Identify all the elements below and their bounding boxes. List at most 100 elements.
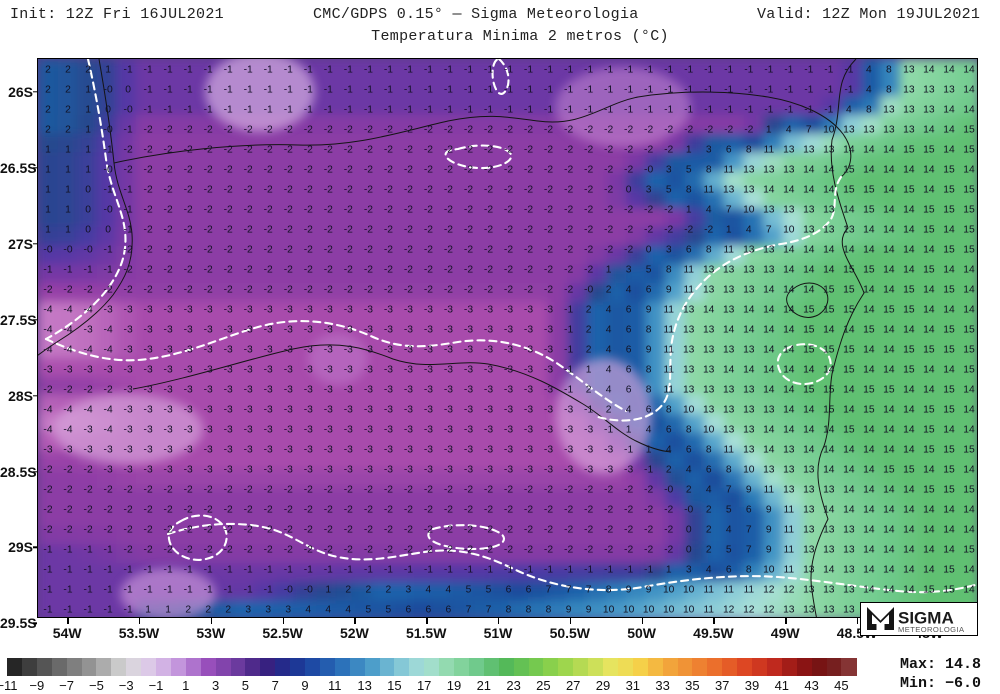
svg-text:-3: -3 (204, 305, 213, 316)
svg-text:-0: -0 (644, 165, 653, 176)
svg-text:14: 14 (783, 385, 795, 396)
svg-text:1: 1 (45, 165, 51, 176)
svg-text:-2: -2 (564, 485, 573, 496)
svg-text:-3: -3 (264, 425, 273, 436)
svg-text:14: 14 (963, 425, 975, 436)
svg-text:-3: -3 (184, 445, 193, 456)
svg-text:-1: -1 (204, 585, 213, 596)
svg-text:-2: -2 (424, 505, 433, 516)
svg-text:-1: -1 (404, 565, 413, 576)
svg-text:-2: -2 (484, 145, 493, 156)
svg-text:-3: -3 (564, 425, 573, 436)
svg-text:-3: -3 (264, 465, 273, 476)
svg-text:2: 2 (345, 585, 351, 596)
svg-text:-1: -1 (104, 145, 113, 156)
svg-text:0: 0 (85, 185, 91, 196)
svg-text:-2: -2 (464, 245, 473, 256)
svg-text:-2: -2 (744, 125, 753, 136)
svg-text:-2: -2 (264, 225, 273, 236)
svg-text:-3: -3 (184, 425, 193, 436)
svg-text:-2: -2 (604, 145, 613, 156)
svg-text:-3: -3 (224, 385, 233, 396)
svg-text:15: 15 (963, 245, 975, 256)
svg-text:-3: -3 (484, 465, 493, 476)
svg-text:15: 15 (943, 185, 955, 196)
svg-text:-3: -3 (484, 345, 493, 356)
svg-text:13: 13 (803, 485, 815, 496)
svg-text:-2: -2 (164, 145, 173, 156)
svg-text:-2: -2 (204, 165, 213, 176)
svg-text:14: 14 (843, 145, 855, 156)
svg-text:-1: -1 (43, 585, 52, 596)
svg-text:-2: -2 (364, 225, 373, 236)
svg-text:-2: -2 (544, 145, 553, 156)
svg-text:14: 14 (883, 265, 895, 276)
svg-text:-2: -2 (524, 505, 533, 516)
svg-text:14: 14 (883, 545, 895, 556)
svg-text:-3: -3 (84, 365, 93, 376)
svg-text:-2: -2 (464, 165, 473, 176)
svg-text:-2: -2 (304, 485, 313, 496)
svg-text:14: 14 (843, 445, 855, 456)
svg-text:-1: -1 (224, 585, 233, 596)
svg-text:14: 14 (923, 185, 935, 196)
svg-text:14: 14 (943, 125, 955, 136)
svg-text:-2: -2 (184, 145, 193, 156)
svg-text:-1: -1 (744, 105, 753, 116)
svg-text:14: 14 (863, 165, 875, 176)
svg-text:13: 13 (743, 165, 755, 176)
svg-text:-1: -1 (544, 85, 553, 96)
svg-text:-3: -3 (544, 445, 553, 456)
svg-text:-2: -2 (404, 205, 413, 216)
svg-text:-3: -3 (444, 385, 453, 396)
svg-text:2: 2 (706, 545, 712, 556)
svg-text:-1: -1 (124, 125, 133, 136)
svg-text:-1: -1 (244, 105, 253, 116)
svg-text:-1: -1 (644, 105, 653, 116)
svg-text:-2: -2 (544, 525, 553, 536)
svg-text:-1: -1 (764, 85, 773, 96)
svg-text:2: 2 (65, 85, 71, 96)
svg-text:13: 13 (803, 585, 815, 596)
svg-text:-3: -3 (304, 425, 313, 436)
svg-text:15: 15 (823, 405, 835, 416)
svg-text:-0: -0 (104, 85, 113, 96)
svg-text:-2: -2 (224, 165, 233, 176)
svg-text:13: 13 (883, 105, 895, 116)
svg-text:-1: -1 (84, 605, 93, 616)
svg-text:-3: -3 (384, 465, 393, 476)
svg-text:6: 6 (626, 305, 632, 316)
svg-text:8: 8 (726, 465, 732, 476)
svg-text:-4: -4 (104, 345, 113, 356)
svg-text:-3: -3 (404, 365, 413, 376)
svg-text:-2: -2 (644, 485, 653, 496)
svg-text:2: 2 (205, 605, 211, 616)
svg-text:-1: -1 (724, 65, 733, 76)
svg-text:-1: -1 (324, 65, 333, 76)
svg-text:-3: -3 (63, 445, 72, 456)
svg-text:-2: -2 (444, 265, 453, 276)
svg-text:-1: -1 (384, 65, 393, 76)
svg-text:2: 2 (606, 405, 612, 416)
svg-text:-0: -0 (124, 105, 133, 116)
svg-text:-3: -3 (424, 405, 433, 416)
svg-text:13: 13 (743, 265, 755, 276)
svg-text:6: 6 (446, 605, 452, 616)
svg-text:13: 13 (843, 565, 855, 576)
svg-text:-3: -3 (424, 305, 433, 316)
svg-text:-1: -1 (524, 85, 533, 96)
svg-text:14: 14 (783, 325, 795, 336)
svg-text:4: 4 (726, 525, 732, 536)
svg-text:8: 8 (706, 165, 712, 176)
svg-text:-3: -3 (384, 385, 393, 396)
svg-text:14: 14 (883, 325, 895, 336)
svg-text:9: 9 (766, 545, 772, 556)
svg-text:-2: -2 (384, 545, 393, 556)
svg-text:8: 8 (646, 385, 652, 396)
svg-text:14: 14 (863, 545, 875, 556)
svg-text:15: 15 (943, 345, 955, 356)
svg-text:-2: -2 (524, 145, 533, 156)
svg-text:-2: -2 (664, 205, 673, 216)
svg-text:4: 4 (706, 485, 712, 496)
svg-text:-1: -1 (524, 65, 533, 76)
